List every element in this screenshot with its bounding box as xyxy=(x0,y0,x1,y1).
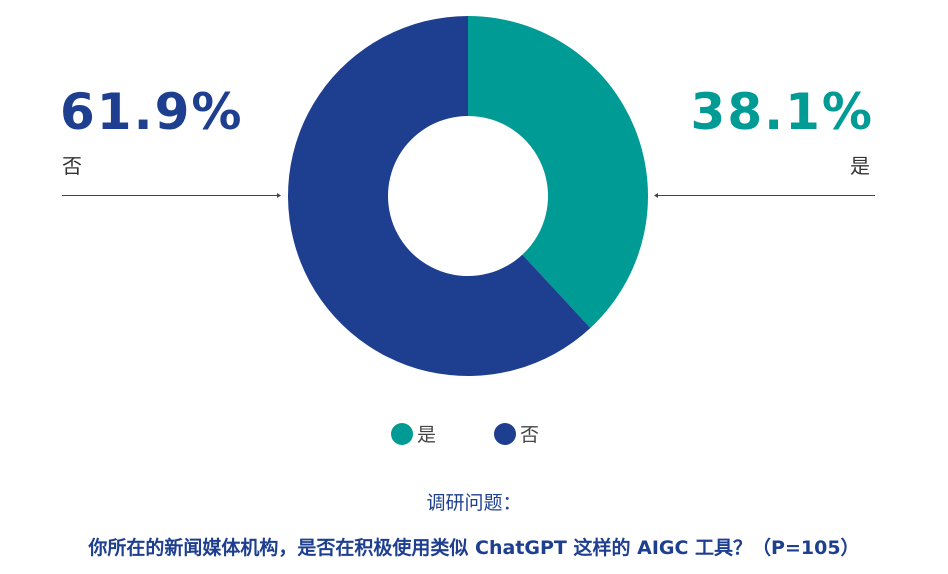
donut-slice-no xyxy=(288,16,591,376)
chart-title: 调研问题： xyxy=(426,492,522,514)
donut-slice-yes xyxy=(468,16,648,328)
value-label-yes: 38.1% xyxy=(690,83,874,141)
legend-label-no: 否 xyxy=(520,424,540,446)
category-label-no: 否 xyxy=(62,154,82,178)
value-label-no: 61.9% xyxy=(60,83,244,141)
leader-line-no xyxy=(62,195,277,196)
leader-arrowhead-yes xyxy=(654,193,658,198)
leader-line-yes xyxy=(658,195,875,196)
legend-label-yes: 是 xyxy=(417,424,437,446)
chart-subtitle: 你所在的新闻媒体机构，是否在积极使用类似 ChatGPT 这样的 AIGC 工具… xyxy=(88,537,860,559)
category-label-yes: 是 xyxy=(850,154,870,178)
legend-swatch-yes xyxy=(391,422,413,445)
legend-item-no: 否 xyxy=(494,420,539,447)
leader-arrowhead-no xyxy=(277,193,281,198)
legend-swatch-no xyxy=(494,422,516,445)
legend-item-yes: 是 xyxy=(391,420,436,447)
